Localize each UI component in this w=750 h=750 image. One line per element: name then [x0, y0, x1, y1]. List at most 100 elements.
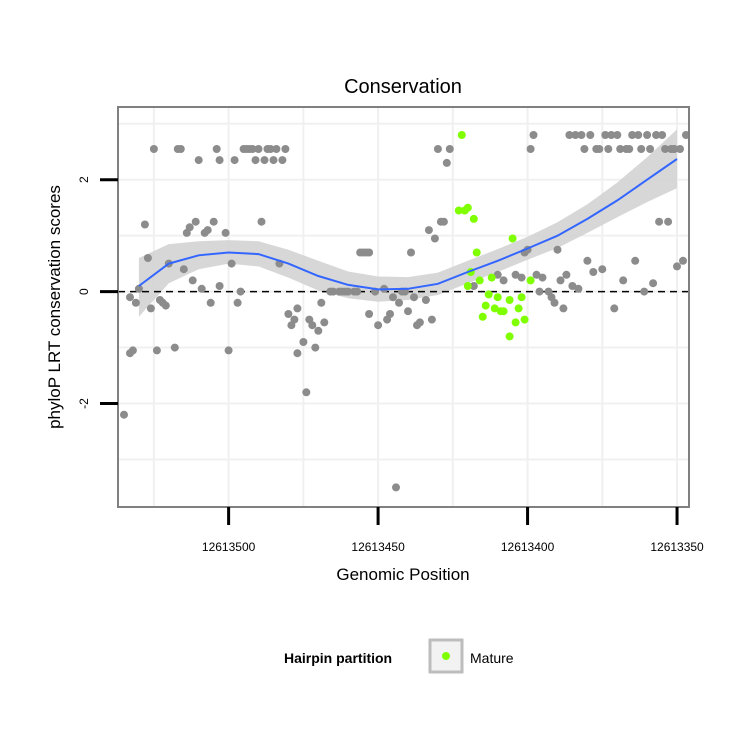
- data-point-other: [365, 310, 374, 318]
- y-axis: 2 0 -2: [77, 176, 118, 409]
- data-point-other: [568, 282, 577, 290]
- data-point-other: [293, 349, 302, 358]
- data-point-other: [610, 304, 619, 313]
- data-point-other: [595, 145, 604, 153]
- data-point-other: [664, 217, 673, 226]
- data-point-mature: [490, 304, 499, 313]
- data-point-other: [386, 310, 394, 318]
- data-point-other: [260, 156, 269, 165]
- y-axis-title: phyloP LRT conservation scores: [45, 185, 64, 429]
- data-points: [120, 131, 690, 492]
- data-point-other: [532, 270, 541, 279]
- data-point-other: [643, 131, 652, 139]
- data-point-other: [580, 145, 589, 153]
- data-point-mature: [478, 312, 487, 321]
- data-point-other: [149, 145, 158, 153]
- data-point-other: [278, 156, 287, 165]
- data-point-mature: [520, 315, 529, 324]
- data-point-other: [430, 234, 439, 243]
- data-point-other: [553, 245, 562, 254]
- data-point-other: [329, 287, 338, 296]
- data-point-other: [631, 256, 640, 265]
- data-point-other: [556, 276, 565, 285]
- data-point-other: [655, 217, 664, 226]
- data-point-other: [433, 145, 442, 153]
- confidence-ribbon-layer: [138, 129, 677, 317]
- panel-border: [117, 106, 690, 508]
- data-point-mature: [526, 276, 535, 285]
- data-point-other: [616, 145, 625, 153]
- x-tick-label: 12613500: [202, 540, 256, 554]
- data-point-other: [374, 321, 383, 330]
- data-point-other: [607, 131, 616, 139]
- data-point-other: [601, 131, 610, 139]
- data-point-other: [586, 131, 595, 139]
- y-tick-label: 2: [77, 176, 91, 183]
- data-point-other: [131, 298, 140, 307]
- data-point-other: [613, 131, 622, 139]
- data-point-other: [281, 145, 290, 153]
- data-point-other: [299, 338, 308, 346]
- data-point-other: [212, 145, 221, 153]
- data-point-other: [550, 298, 559, 307]
- data-point-mature: [475, 276, 484, 285]
- data-point-other: [365, 248, 374, 257]
- data-point-mature: [484, 290, 493, 299]
- data-point-mature: [463, 203, 472, 212]
- data-point-other: [152, 346, 161, 355]
- data-point-other: [206, 298, 215, 307]
- data-point-other: [134, 284, 143, 293]
- data-point-other: [442, 158, 451, 167]
- data-point-other: [407, 248, 415, 257]
- data-point-other: [410, 293, 418, 302]
- panel-background: [118, 107, 689, 507]
- x-axis-title: Genomic Position: [336, 565, 469, 584]
- data-point-other: [658, 131, 667, 139]
- data-point-other: [511, 270, 520, 279]
- data-point-other: [625, 145, 634, 153]
- legend-title: Hairpin partition: [284, 650, 392, 666]
- data-point-other: [344, 287, 353, 296]
- data-point-other: [526, 145, 535, 153]
- data-point-other: [574, 284, 583, 293]
- data-point-other: [559, 304, 568, 313]
- data-point-other: [257, 217, 266, 226]
- data-point-other: [676, 145, 684, 153]
- data-point-other: [230, 156, 239, 165]
- data-point-other: [290, 315, 299, 324]
- data-point-other: [194, 156, 203, 165]
- data-point-mature: [511, 318, 520, 327]
- data-point-other: [392, 483, 400, 492]
- data-point-other: [424, 226, 433, 235]
- data-point-other: [395, 298, 403, 307]
- data-point-other: [404, 307, 412, 316]
- data-point-mature: [487, 273, 496, 282]
- data-point-other: [215, 282, 224, 290]
- data-point-other: [170, 343, 179, 352]
- y-tick-label: 0: [77, 288, 91, 295]
- data-point-other: [224, 346, 233, 355]
- data-point-mature: [457, 131, 466, 139]
- data-point-mature: [463, 282, 472, 290]
- x-tick-label: 12613350: [650, 540, 704, 554]
- chart-title: Conservation: [344, 76, 462, 98]
- data-point-other: [191, 217, 200, 226]
- data-point-other: [126, 293, 134, 302]
- data-point-other: [302, 388, 311, 397]
- y-tick-label: -2: [77, 398, 91, 409]
- data-point-other: [120, 410, 128, 419]
- legend: Hairpin partition Mature: [284, 638, 514, 674]
- gridlines: [118, 107, 689, 507]
- data-point-other: [535, 287, 544, 296]
- data-point-other: [293, 304, 302, 313]
- x-axis: 12613500 12613450 12613400 12613350: [202, 507, 704, 554]
- data-point-other: [571, 131, 580, 139]
- data-point-other: [209, 217, 218, 226]
- data-point-other: [427, 315, 436, 324]
- data-point-other: [320, 318, 329, 327]
- data-point-other: [589, 268, 598, 276]
- data-point-mature: [508, 234, 517, 243]
- data-point-other: [314, 326, 323, 335]
- data-point-other: [499, 276, 508, 285]
